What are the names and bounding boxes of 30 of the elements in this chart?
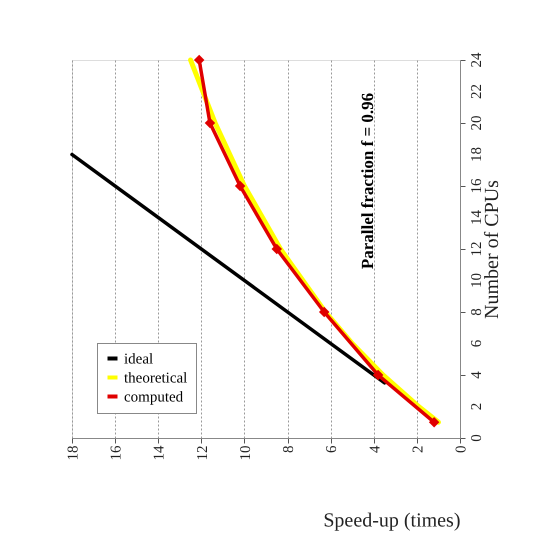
- x-tick-label: 10: [238, 446, 254, 460]
- y-tick-label: 2: [469, 402, 485, 410]
- x-tick-label: 4: [367, 445, 384, 453]
- point: [372, 370, 384, 380]
- x-tick-label: 12: [194, 446, 211, 460]
- y-tick-label: 0: [469, 434, 485, 442]
- y-tick-label: 6: [469, 339, 485, 348]
- y-tick-label: 24: [469, 52, 485, 68]
- x-tick-label: 8: [281, 446, 298, 453]
- x-axis-title: Speed-up (times): [323, 510, 460, 532]
- x-tick-label: 14: [152, 445, 168, 460]
- legend-label: computed: [124, 390, 184, 406]
- legend-label: theoretical: [124, 370, 188, 386]
- point: [272, 244, 282, 254]
- y-tick-label: 4: [469, 370, 485, 379]
- y-tick-label: 22: [469, 84, 485, 99]
- point: [194, 54, 204, 66]
- x-tick-label: 6: [324, 445, 340, 453]
- point: [234, 180, 246, 192]
- y-tick-label: 18: [469, 147, 485, 162]
- point: [428, 417, 440, 428]
- x-tick-label: 0: [454, 446, 470, 453]
- point: [318, 306, 330, 318]
- y-tick-label: 20: [469, 116, 485, 130]
- x-tick-label: 2: [410, 446, 426, 453]
- x-tick-label: 18: [66, 446, 82, 460]
- x-tick-label: 16: [108, 445, 125, 460]
- annotation: Parallel fraction f = 0.96: [358, 92, 377, 270]
- point: [204, 118, 216, 128]
- legend-label: ideal: [124, 352, 154, 368]
